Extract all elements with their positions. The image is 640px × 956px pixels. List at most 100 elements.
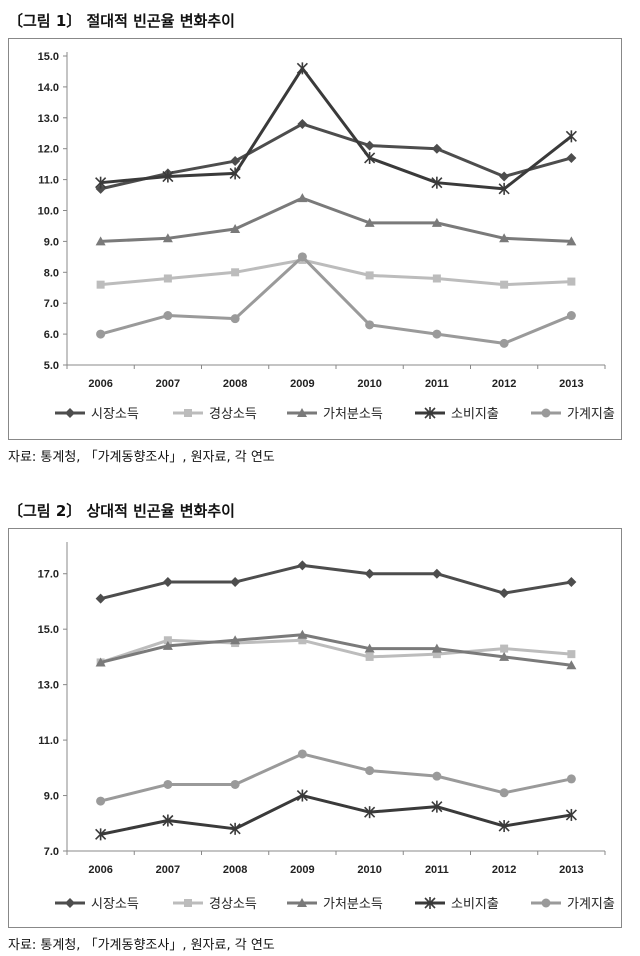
legend-marker: [184, 409, 192, 417]
data-point: [297, 629, 308, 639]
data-point: [163, 311, 173, 321]
data-point: [499, 233, 510, 243]
y-tick-label: 17.0: [38, 569, 59, 581]
y-tick-label: 12.0: [38, 144, 59, 156]
data-point: [163, 779, 173, 789]
series-line: [100, 794, 572, 836]
data-point: [567, 650, 576, 659]
legend-marker: [65, 898, 75, 908]
data-point: [499, 588, 510, 599]
data-point: [298, 636, 307, 645]
x-tick-label: 2007: [156, 864, 180, 876]
legend-label: 가계지출: [567, 897, 615, 912]
data-point: [364, 568, 375, 579]
data-point: [297, 749, 307, 759]
series-5: [96, 252, 576, 348]
y-tick-label: 7.0: [44, 846, 59, 858]
legend-marker: [65, 408, 75, 418]
legend-label: 시장소득: [91, 897, 139, 912]
x-tick-label: 2013: [559, 864, 583, 876]
data-point: [231, 268, 240, 277]
data-point: [365, 652, 374, 661]
series-line: [100, 258, 572, 287]
data-point: [566, 152, 577, 163]
data-point: [162, 577, 173, 588]
data-point: [499, 788, 509, 798]
x-tick-label: 2006: [88, 864, 112, 876]
data-point: [566, 236, 577, 246]
data-point: [567, 277, 576, 286]
legend-item: 소비지출: [415, 897, 499, 912]
data-point: [566, 577, 577, 588]
series-line: [100, 122, 572, 191]
x-tick-label: 2009: [290, 864, 314, 876]
data-point: [432, 274, 441, 283]
legend-item: 가처분소득: [287, 897, 383, 912]
legend-marker: [297, 898, 307, 907]
y-tick-label: 11.0: [38, 735, 59, 747]
data-point: [432, 650, 441, 659]
data-point: [364, 806, 376, 819]
legend-label: 가처분소득: [323, 407, 383, 422]
data-point: [565, 808, 577, 821]
legend-item: 시장소득: [55, 897, 139, 912]
y-tick-label: 13.0: [38, 113, 59, 125]
figure1-title: 〔그림 1〕 절대적 빈곤율 변화추이: [8, 12, 235, 30]
legend-item: 소비지출: [415, 407, 499, 422]
y-tick-label: 8.0: [44, 267, 59, 279]
data-point: [498, 820, 510, 833]
data-point: [163, 274, 172, 283]
data-point: [431, 643, 442, 653]
figure2-chart: 7.0 9.0 11.0 13.0 15.0 17.0 2006 2007 2008 2009 20…: [8, 528, 622, 928]
legend-item: 가계지출: [531, 407, 615, 422]
series-1: [95, 560, 577, 604]
data-point: [162, 170, 174, 183]
y-tick-label: 14.0: [38, 82, 59, 94]
data-point: [364, 151, 376, 164]
legend-label: 가계지출: [567, 407, 615, 422]
x-tick-label: 2011: [425, 378, 449, 390]
series-5: [96, 749, 576, 806]
legend-marker: [541, 408, 551, 418]
data-point: [162, 233, 173, 243]
y-tick-label: 15.0: [38, 51, 59, 63]
data-point: [431, 143, 442, 154]
x-tick-label: 2008: [223, 864, 247, 876]
data-point: [566, 660, 577, 670]
y-tick-label: 13.0: [38, 680, 59, 692]
data-point: [499, 338, 509, 348]
data-point: [499, 171, 510, 182]
series-line: [100, 66, 573, 191]
series-line: [100, 752, 572, 803]
data-point: [229, 167, 241, 180]
legend-label: 소비지출: [451, 897, 499, 912]
legend-label: 소비지출: [451, 407, 499, 422]
legend-marker: [424, 407, 436, 419]
y-tick-label: 10.0: [38, 206, 59, 218]
data-point: [499, 651, 510, 661]
data-point: [96, 280, 105, 289]
series-2: [96, 255, 576, 289]
series-line: [100, 255, 572, 345]
data-point: [431, 176, 443, 189]
data-point: [566, 774, 576, 784]
figure2-title: 〔그림 2〕 상대적 빈곤율 변화추이: [8, 502, 235, 520]
data-point: [365, 320, 375, 330]
legend-item: 경상소득: [173, 407, 257, 422]
y-tick-label: 6.0: [44, 329, 59, 341]
data-point: [162, 814, 174, 827]
data-point: [95, 176, 107, 189]
y-tick-label: 9.0: [44, 791, 59, 803]
figure2-svg: 7.0 9.0 11.0 13.0 15.0 17.0 2006 2007 2008 2009 20…: [38, 542, 615, 912]
series-line: [100, 196, 572, 243]
series-line: [100, 638, 572, 664]
data-point: [431, 217, 442, 227]
figure1-svg: 5.0 6.0 7.0 8.0 9.0 10.0 11.0 12.0 13.0 14.0 15.0 2…: [38, 51, 615, 422]
legend-label: 가처분소득: [323, 897, 383, 912]
x-tick-label: 2010: [357, 864, 381, 876]
data-point: [230, 314, 240, 324]
data-point: [96, 329, 106, 339]
series-3: [95, 629, 577, 670]
legend-marker: [184, 899, 192, 907]
data-point: [95, 593, 106, 604]
